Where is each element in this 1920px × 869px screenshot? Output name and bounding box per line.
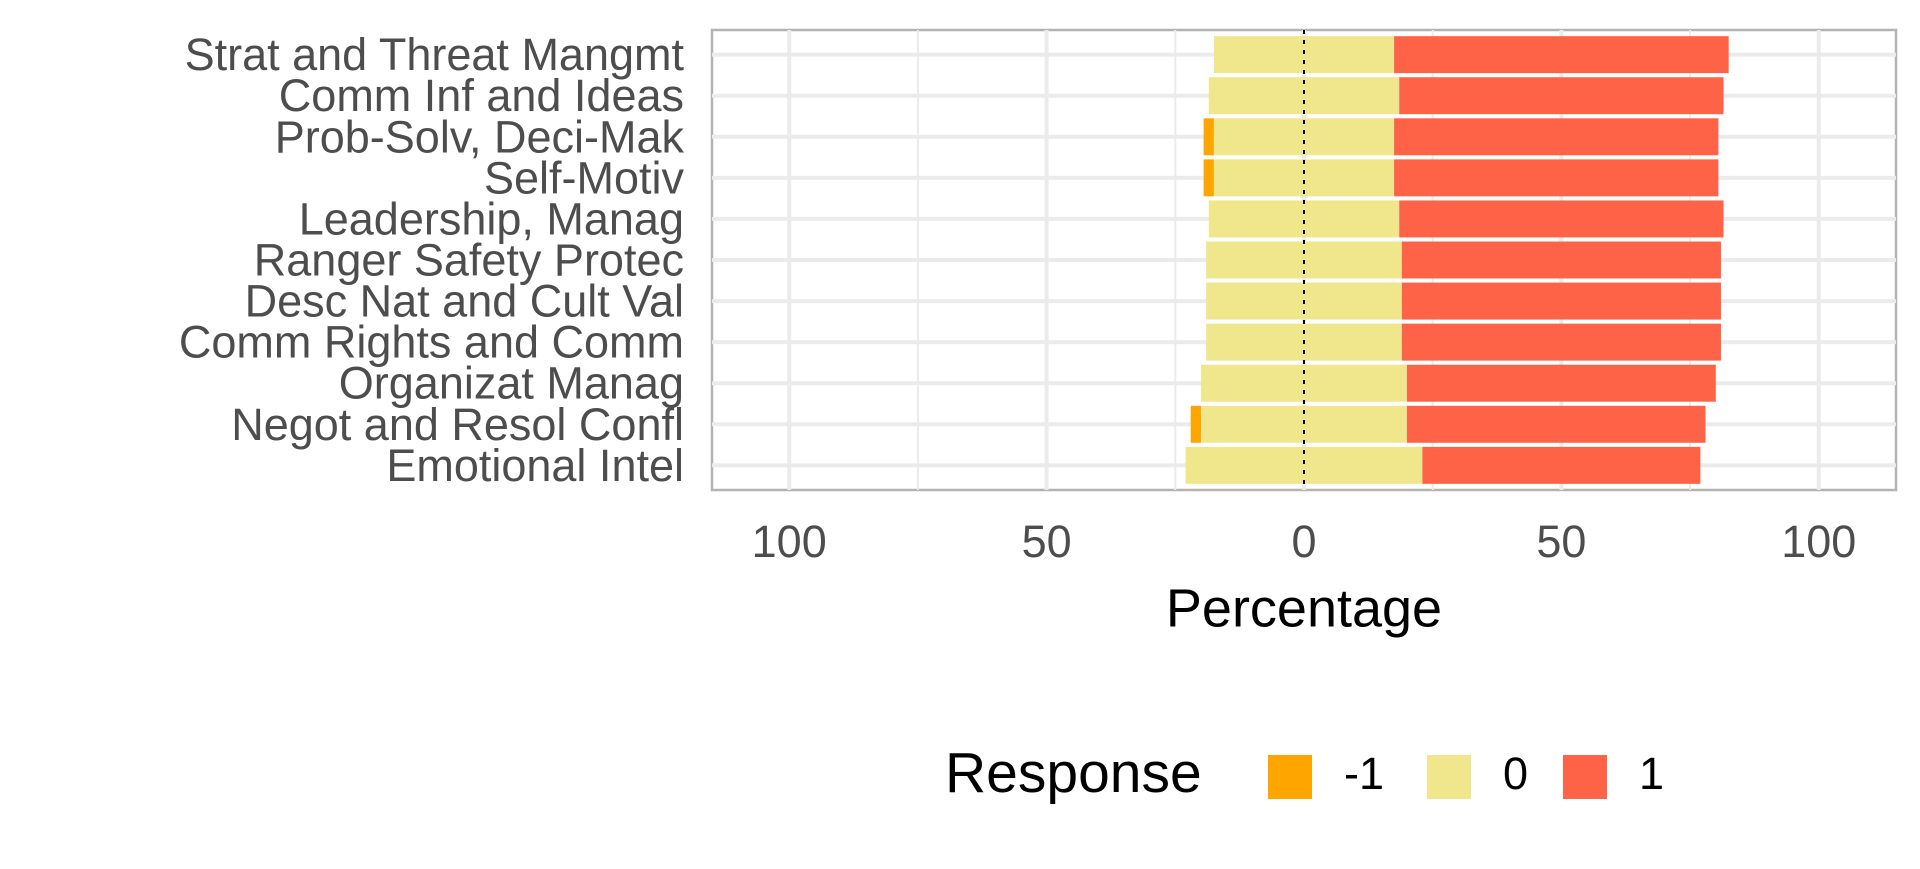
x-tick-label: 50	[1536, 516, 1586, 567]
y-tick-label: Comm Inf and Ideas	[279, 70, 684, 121]
legend-key	[1427, 755, 1471, 799]
bar-response-1	[1406, 405, 1706, 443]
y-tick-label: Leadership, Manag	[299, 193, 684, 244]
bar-response-1	[1399, 77, 1724, 115]
x-tick-label: 0	[1291, 516, 1316, 567]
y-tick-label: Self-Motiv	[484, 152, 685, 203]
legend-key	[1563, 755, 1607, 799]
bar-response-neg1	[1203, 118, 1214, 156]
legend: Response -1 0 1	[945, 741, 1664, 805]
y-tick-label: Comm Rights and Comm	[179, 317, 684, 368]
bar-response-1	[1399, 200, 1724, 238]
bar-response-neg1	[1190, 405, 1202, 443]
x-tick-labels: 100 50 0 50 100	[752, 516, 1857, 567]
legend-label: -1	[1344, 748, 1384, 799]
y-tick-label: Negot and Resol Confl	[231, 399, 684, 450]
bar-response-1	[1394, 118, 1719, 156]
legend-key	[1268, 755, 1312, 799]
bar-response-neg1	[1203, 159, 1214, 197]
bar-layer	[1185, 30, 1729, 490]
x-axis-title: Percentage	[1166, 578, 1442, 638]
bar-response-0	[1213, 118, 1395, 156]
y-tick-label: Strat and Threat Mangmt	[185, 29, 685, 80]
y-tick-label: Prob-Solv, Deci-Mak	[275, 111, 685, 162]
bar-response-1	[1422, 446, 1701, 484]
y-tick-label: Organizat Manag	[339, 358, 684, 409]
bar-response-1	[1406, 364, 1716, 402]
bar-response-1	[1401, 241, 1721, 279]
bar-response-1	[1401, 323, 1721, 361]
legend-title: Response	[945, 741, 1202, 805]
bar-response-1	[1394, 36, 1729, 74]
legend-label: 1	[1639, 748, 1664, 799]
bar-response-1	[1401, 282, 1721, 320]
y-tick-label: Emotional Intel	[386, 440, 684, 491]
y-tick-label: Desc Nat and Cult Val	[245, 276, 684, 327]
x-tick-label: 100	[1781, 516, 1856, 567]
x-tick-label: 100	[752, 516, 827, 567]
legend-label: 0	[1503, 748, 1528, 799]
y-tick-label: Ranger Safety Protec	[254, 235, 684, 286]
x-tick-label: 50	[1022, 516, 1072, 567]
bar-response-1	[1394, 159, 1719, 197]
